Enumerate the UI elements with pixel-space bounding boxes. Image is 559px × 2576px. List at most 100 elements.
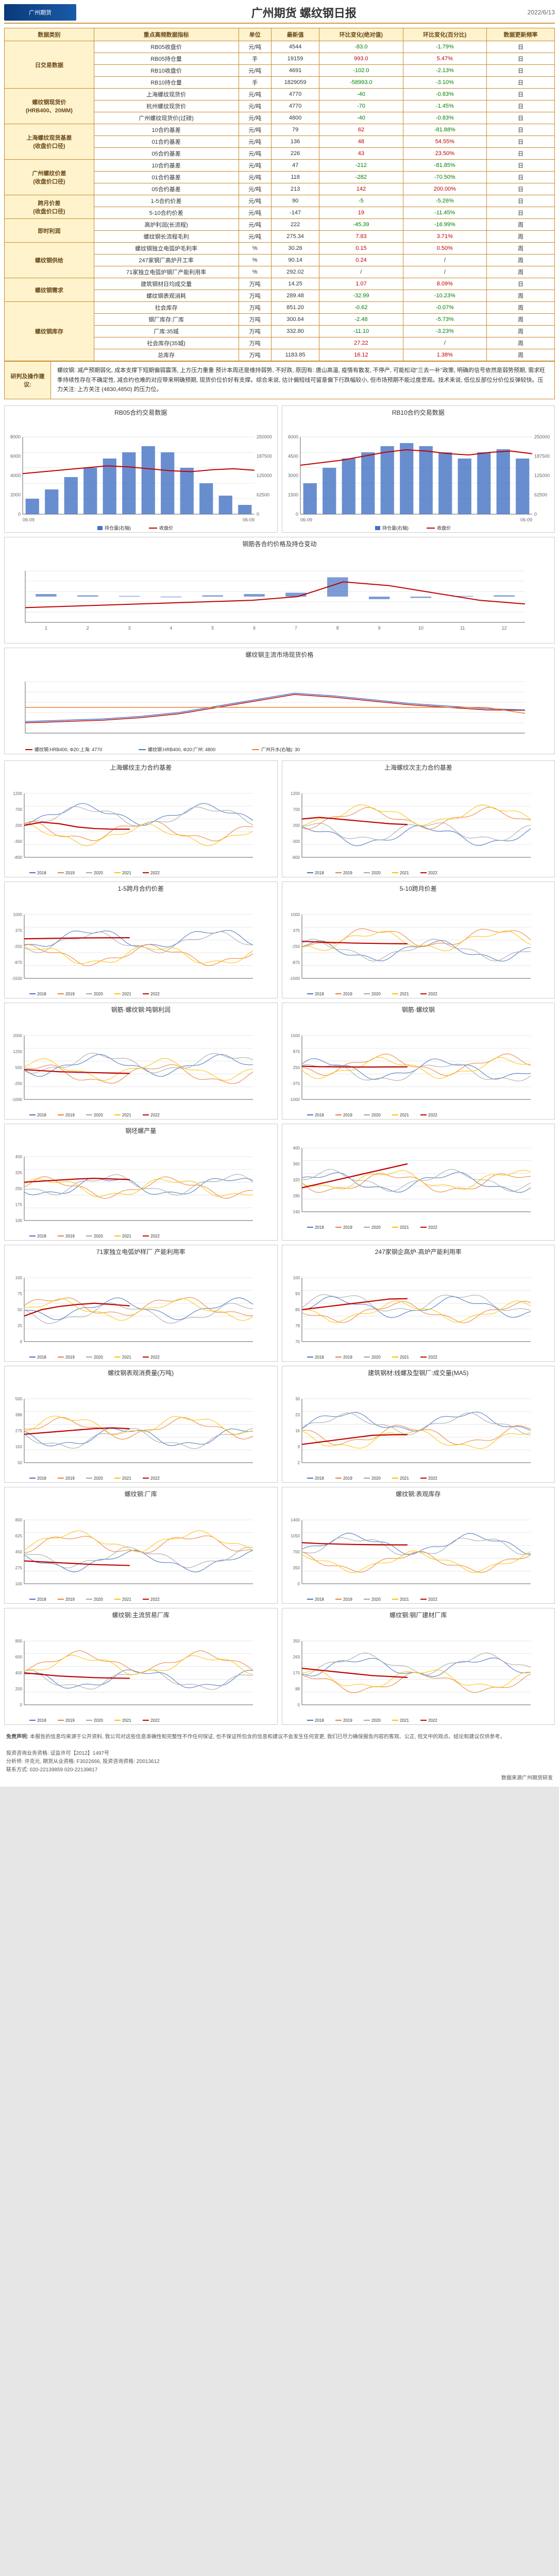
chart-title: 钢筋·螺纹钢:吨钢利润 bbox=[5, 1003, 277, 1016]
chart-title: RB10合约交易数据 bbox=[282, 406, 555, 419]
data-cell: 62 bbox=[319, 124, 403, 136]
disclaimer-text: 本报告的信息均来源于公开资料, 我公司对这些信息准确性和完整性不作任何保证, 也… bbox=[30, 1734, 505, 1740]
svg-text:2022: 2022 bbox=[150, 1113, 160, 1117]
table-row: 螺纹钢供给螺纹钢独立电弧炉毛利率%30.260.150.50%周 bbox=[5, 243, 555, 255]
svg-text:2019: 2019 bbox=[343, 1113, 352, 1117]
svg-text:7: 7 bbox=[295, 625, 297, 631]
data-cell: -40 bbox=[319, 112, 403, 124]
svg-text:187500: 187500 bbox=[534, 454, 550, 459]
svg-text:1000: 1000 bbox=[291, 912, 300, 917]
data-cell: 螺纹钢独立电弧炉毛利率 bbox=[94, 243, 239, 255]
svg-text:2020: 2020 bbox=[94, 992, 103, 996]
data-cell: 元/吨 bbox=[239, 172, 272, 183]
svg-text:5: 5 bbox=[211, 625, 214, 631]
data-cell: 54.55% bbox=[403, 136, 486, 148]
svg-text:0: 0 bbox=[257, 512, 259, 517]
category-cell: 上海螺纹现货基差(收盘价口径) bbox=[5, 124, 94, 160]
svg-text:2019: 2019 bbox=[65, 1718, 75, 1723]
analysis-row: 研判及操作建议: 螺纹钢: 减产预期弱化, 成本支撑下短期偏弱震荡, 上方压力重… bbox=[4, 361, 555, 399]
svg-text:2020: 2020 bbox=[94, 871, 103, 875]
data-cell: 日 bbox=[487, 136, 555, 148]
svg-text:2021: 2021 bbox=[122, 1113, 131, 1117]
data-cell: -81.88% bbox=[403, 124, 486, 136]
data-cell: 周 bbox=[487, 302, 555, 314]
year-compare-chart: 螺纹钢:主流贸易厂库020040060080020182019202020212… bbox=[4, 1608, 278, 1725]
svg-text:100: 100 bbox=[293, 1276, 300, 1280]
svg-text:-250: -250 bbox=[14, 944, 23, 949]
svg-text:2021: 2021 bbox=[400, 1355, 409, 1360]
svg-text:1000: 1000 bbox=[13, 912, 22, 917]
chart-title: 螺纹钢主流市场现货价格 bbox=[5, 648, 554, 661]
svg-text:2021: 2021 bbox=[122, 1597, 131, 1602]
svg-text:2018: 2018 bbox=[315, 1476, 324, 1481]
data-cell: 元/吨 bbox=[239, 195, 272, 207]
data-cell: 万吨 bbox=[239, 302, 272, 314]
data-cell: 万吨 bbox=[239, 278, 272, 290]
svg-text:2020: 2020 bbox=[371, 992, 381, 996]
chart-title: 钢筋·螺纹钢 bbox=[282, 1003, 555, 1016]
data-cell: 万吨 bbox=[239, 290, 272, 302]
data-cell: 300.64 bbox=[272, 314, 319, 326]
svg-text:2020: 2020 bbox=[94, 1355, 103, 1360]
svg-text:250: 250 bbox=[15, 1187, 23, 1191]
svg-text:2019: 2019 bbox=[65, 1476, 75, 1481]
data-cell: 万吨 bbox=[239, 349, 272, 361]
year-compare-chart: 上海螺纹主力合约基差-800-3002007001200201820192020… bbox=[4, 760, 278, 877]
data-cell: -147 bbox=[272, 207, 319, 219]
data-cell: 27.22 bbox=[319, 337, 403, 349]
svg-text:-1500: -1500 bbox=[12, 976, 23, 981]
category-cell: 即时利润 bbox=[5, 219, 94, 243]
data-cell: 05合约基差 bbox=[94, 148, 239, 160]
data-cell: 日 bbox=[487, 89, 555, 100]
year-compare-chart: 1-5跨月合约价差-1500-875-250375100020182019202… bbox=[4, 882, 278, 998]
svg-text:350: 350 bbox=[293, 1566, 300, 1570]
chart-title: 上海螺纹主力合约基差 bbox=[5, 761, 277, 774]
svg-text:2000: 2000 bbox=[10, 493, 21, 498]
data-cell: 杭州螺纹现货价 bbox=[94, 100, 239, 112]
svg-text:62500: 62500 bbox=[534, 493, 547, 498]
svg-text:2022: 2022 bbox=[150, 1718, 160, 1723]
chart-title: 螺纹钢:表观库存 bbox=[282, 1487, 555, 1500]
data-cell: 元/吨 bbox=[239, 183, 272, 195]
svg-text:10: 10 bbox=[418, 625, 424, 631]
svg-text:2022: 2022 bbox=[150, 1234, 160, 1239]
page-header: 广州期货 广州期货 螺纹钢日报 2022/6/13 bbox=[4, 4, 555, 24]
svg-text:2018: 2018 bbox=[315, 1597, 324, 1602]
svg-text:1200: 1200 bbox=[13, 791, 22, 796]
svg-text:2021: 2021 bbox=[122, 1476, 131, 1481]
svg-text:2018: 2018 bbox=[315, 1113, 324, 1117]
data-cell: 元/吨 bbox=[239, 124, 272, 136]
svg-text:2022: 2022 bbox=[428, 871, 437, 875]
svg-text:78: 78 bbox=[295, 1324, 300, 1328]
page-footer: 免责声明: 本报告的信息均来源于公开资料, 我公司对这些信息准确性和完整性不作任… bbox=[4, 1733, 555, 1783]
data-cell: 10合约基差 bbox=[94, 124, 239, 136]
svg-text:100: 100 bbox=[15, 1218, 23, 1223]
data-cell: / bbox=[403, 255, 486, 266]
svg-text:2022: 2022 bbox=[428, 1476, 437, 1481]
data-cell: 47 bbox=[272, 160, 319, 172]
svg-text:8: 8 bbox=[336, 625, 339, 631]
year-compare-chart: 螺纹钢:厂库1002754506258002018201920202021202… bbox=[4, 1487, 278, 1604]
year-compare-chart: 钢筋·螺纹钢:吨钢利润-1000-25050012502000201820192… bbox=[4, 1003, 278, 1120]
svg-text:2022: 2022 bbox=[150, 992, 160, 996]
svg-text:70: 70 bbox=[295, 1340, 300, 1344]
svg-text:2020: 2020 bbox=[94, 1234, 103, 1239]
data-cell: 1-5合约价差 bbox=[94, 195, 239, 207]
svg-text:88: 88 bbox=[295, 1687, 300, 1691]
data-cell: -5.26% bbox=[403, 195, 486, 207]
data-cell: 118 bbox=[272, 172, 319, 183]
svg-text:2022: 2022 bbox=[428, 1718, 437, 1723]
svg-text:25: 25 bbox=[18, 1324, 22, 1328]
svg-text:1400: 1400 bbox=[291, 1518, 300, 1522]
data-cell: 90.14 bbox=[272, 255, 319, 266]
svg-text:2020: 2020 bbox=[371, 871, 381, 875]
chart-title: 螺纹钢:钢厂建材厂库 bbox=[282, 1608, 555, 1621]
data-cell: 1183.85 bbox=[272, 349, 319, 361]
data-cell: -0.83% bbox=[403, 112, 486, 124]
data-cell: % bbox=[239, 255, 272, 266]
data-cell: 30.26 bbox=[272, 243, 319, 255]
data-cell: 4770 bbox=[272, 100, 319, 112]
svg-text:187500: 187500 bbox=[257, 454, 272, 459]
svg-text:700: 700 bbox=[15, 807, 23, 812]
svg-text:4: 4 bbox=[170, 625, 172, 631]
